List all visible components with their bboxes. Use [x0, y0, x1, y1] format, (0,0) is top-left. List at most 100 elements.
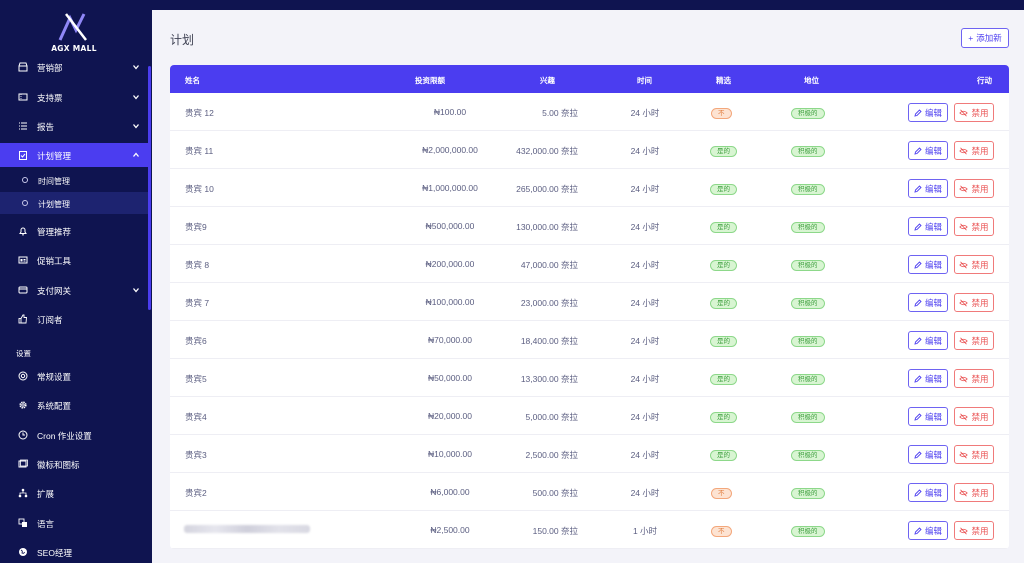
- disable-label: 禁用: [971, 107, 989, 118]
- edit-button[interactable]: 编辑: [908, 141, 948, 160]
- disable-button[interactable]: 禁用: [954, 103, 994, 122]
- featured-badge: 是的: [710, 450, 737, 461]
- edit-button[interactable]: 编辑: [908, 293, 948, 312]
- eye-slash-icon: [959, 451, 969, 458]
- disable-label: 禁用: [971, 449, 989, 460]
- duration: 24 小时: [630, 222, 660, 232]
- disable-button[interactable]: 禁用: [954, 445, 994, 464]
- edit-button[interactable]: 编辑: [908, 483, 948, 502]
- status-badge: 积极的: [791, 108, 825, 119]
- edit-button[interactable]: 编辑: [908, 369, 948, 388]
- disable-label: 禁用: [971, 487, 989, 498]
- logo[interactable]: AGX MALL: [44, 12, 104, 56]
- featured-badge: 是的: [710, 412, 737, 423]
- edit-button[interactable]: 编辑: [908, 103, 948, 122]
- plan-name: 贵宾 10: [185, 184, 214, 194]
- disable-button[interactable]: 禁用: [954, 331, 994, 350]
- eye-slash-icon: [959, 147, 969, 154]
- table-row: 贵宾6 ₦70,000.00 18,400.00 奈拉 24 小时 是的 积极的 编辑 禁用: [170, 321, 1009, 359]
- edit-button[interactable]: 编辑: [908, 331, 948, 350]
- language-icon: [18, 518, 27, 527]
- disable-button[interactable]: 禁用: [954, 483, 994, 502]
- interest: 150.00 奈拉: [532, 526, 578, 536]
- sidebar-item[interactable]: 促销工具: [0, 248, 148, 272]
- disable-button[interactable]: 禁用: [954, 521, 994, 540]
- disable-label: 禁用: [971, 183, 989, 194]
- globe-icon: [19, 548, 27, 556]
- investment-limit: ₦20,000.00: [428, 411, 472, 421]
- disable-button[interactable]: 禁用: [954, 407, 994, 426]
- sidebar-item[interactable]: Cron 作业设置: [0, 423, 148, 447]
- disable-button[interactable]: 禁用: [954, 217, 994, 236]
- table-row: 贵宾 7 ₦100,000.00 23,000.00 奈拉 24 小时 是的 积极的 编辑 禁…: [170, 283, 1009, 321]
- chevron-down-icon: [133, 65, 139, 70]
- eye-slash-icon: [959, 109, 969, 116]
- table-row: 贵宾 8 ₦200,000.00 47,000.00 奈拉 24 小时 是的 积极的 编辑 禁…: [170, 245, 1009, 283]
- sidebar-item-label: 计划管理: [37, 151, 72, 161]
- duration: 1 小时: [632, 526, 658, 536]
- card-icon: [18, 286, 28, 294]
- edit-button[interactable]: 编辑: [908, 179, 948, 198]
- plan-name: 贵宾4: [185, 412, 207, 422]
- sidebar-item[interactable]: 管理推荐: [0, 219, 148, 243]
- cog-icon: [19, 401, 27, 409]
- duration: 24 小时: [630, 108, 660, 118]
- sidebar-item-label: 常规设置: [37, 372, 72, 382]
- header-status: 地位: [804, 76, 819, 85]
- sidebar-item[interactable]: 报告: [0, 114, 148, 138]
- sidebar-item-label: 语言: [37, 519, 55, 529]
- add-new-label: 添加新: [976, 33, 1002, 43]
- featured-badge: 是的: [710, 336, 737, 347]
- edit-label: 编辑: [924, 373, 942, 384]
- pencil-icon: [914, 526, 922, 535]
- status-badge: 积极的: [791, 374, 825, 385]
- pencil-icon: [914, 146, 922, 155]
- edit-label: 编辑: [924, 449, 942, 460]
- sidebar-item-label: 报告: [37, 122, 55, 132]
- add-new-button[interactable]: + 添加新: [961, 28, 1009, 48]
- sidebar-item[interactable]: 订阅者: [0, 307, 148, 331]
- disable-button[interactable]: 禁用: [954, 293, 994, 312]
- settings-section-label: 设置: [16, 349, 31, 358]
- interest: 265,000.00 奈拉: [516, 184, 578, 194]
- interest: 5.00 奈拉: [542, 108, 578, 118]
- sidebar-item[interactable]: 营销部: [0, 55, 148, 79]
- featured-badge: 不: [711, 488, 732, 499]
- disable-button[interactable]: 禁用: [954, 141, 994, 160]
- sidebar-item[interactable]: 常规设置: [0, 364, 148, 388]
- sidebar-subitem[interactable]: 计划管理: [0, 192, 148, 214]
- disable-button[interactable]: 禁用: [954, 179, 994, 198]
- sidebar-item[interactable]: 系统配置: [0, 393, 148, 417]
- eye-slash-icon: [959, 489, 969, 496]
- disable-button[interactable]: 禁用: [954, 255, 994, 274]
- sidebar-item[interactable]: 支持票: [0, 85, 148, 109]
- chevron-down-icon: [133, 288, 139, 293]
- status-badge: 积极的: [791, 298, 825, 309]
- sidebar-item[interactable]: 计划管理: [0, 143, 148, 167]
- edit-button[interactable]: 编辑: [908, 407, 948, 426]
- sidebar-item[interactable]: 扩展: [0, 481, 148, 505]
- edit-label: 编辑: [924, 487, 942, 498]
- plan-name: 贵宾3: [185, 450, 207, 460]
- edit-button[interactable]: 编辑: [908, 255, 948, 274]
- edit-button[interactable]: 编辑: [908, 521, 948, 540]
- sidebar-item[interactable]: 语言: [0, 511, 148, 535]
- plan-name: 贵宾6: [185, 336, 207, 346]
- sidebar-item[interactable]: 徽标和图标: [0, 452, 148, 476]
- sidebar-subitem[interactable]: 时间管理: [0, 169, 148, 191]
- edit-button[interactable]: 编辑: [908, 217, 948, 236]
- plus-icon: +: [968, 33, 974, 43]
- sidebar-item[interactable]: SEO经理: [0, 540, 148, 563]
- sidebar-item[interactable]: 支付网关: [0, 278, 148, 302]
- table-row: 贵宾9 ₦500,000.00 130,000.00 奈拉 24 小时 是的 积极的 编辑 禁…: [170, 207, 1009, 245]
- table-row: 贵宾 11 ₦2,000,000.00 432,000.00 奈拉 24 小时 是的 积极…: [170, 131, 1009, 169]
- circle-icon: [22, 177, 28, 183]
- sidebar-scrollbar[interactable]: [148, 66, 151, 310]
- edit-button[interactable]: 编辑: [908, 445, 948, 464]
- eye-slash-icon: [959, 337, 969, 344]
- status-badge: 积极的: [791, 526, 825, 537]
- edit-label: 编辑: [924, 525, 942, 536]
- disable-button[interactable]: 禁用: [954, 369, 994, 388]
- pencil-icon: [914, 108, 922, 117]
- featured-badge: 是的: [710, 298, 737, 309]
